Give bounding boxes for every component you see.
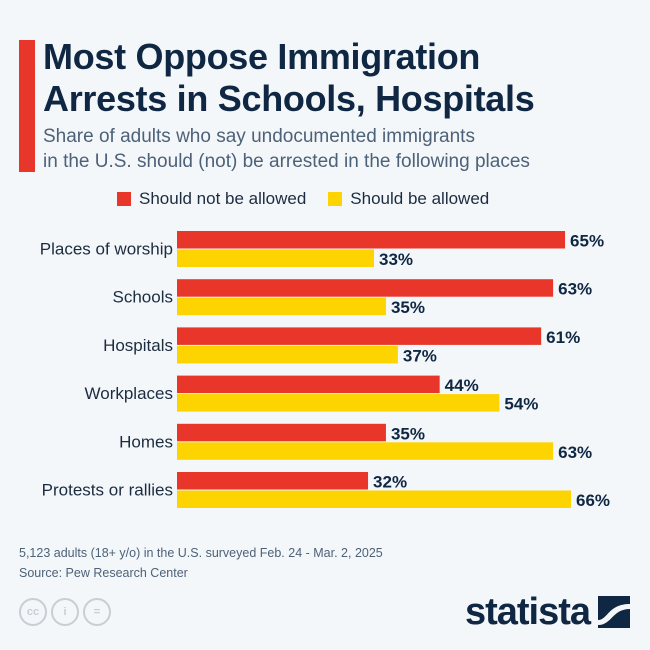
legend-label-should: Should be allowed — [350, 189, 490, 208]
bar-should-not — [177, 423, 386, 442]
legend-item-should-not: Should not be allowed — [117, 189, 306, 209]
bar-should-not — [177, 472, 369, 490]
source-note: Source: Pew Research Center — [19, 566, 188, 580]
bar-should — [177, 249, 375, 267]
legend-swatch-red — [117, 192, 131, 206]
title-accent-bar — [19, 40, 35, 172]
chart-subtitle-line-2: in the U.S. should (not) be arrested in … — [43, 151, 530, 172]
category-label: Places of worship — [40, 240, 173, 259]
data-label: 54% — [504, 395, 538, 414]
statista-wordmark: statista — [464, 591, 591, 633]
chart-subtitle-line-1: Share of adults who say undocumented imm… — [43, 126, 475, 147]
data-label: 65% — [570, 232, 604, 251]
cc-icon[interactable]: cc — [19, 598, 47, 626]
category-label: Homes — [119, 432, 173, 451]
no-derivatives-icon[interactable]: = — [83, 598, 111, 626]
data-label: 32% — [373, 473, 407, 492]
legend-swatch-yellow — [328, 192, 343, 206]
bar-should-not — [177, 279, 554, 297]
data-label: 35% — [391, 424, 425, 443]
chart-title-line-2: Arrests in Schools, Hospitals — [43, 78, 535, 119]
data-label: 61% — [546, 328, 580, 347]
license-icons: cc i = — [19, 598, 115, 626]
data-label: 63% — [558, 280, 592, 299]
data-label: 66% — [576, 491, 610, 510]
legend-label-should-not: Should not be allowed — [139, 189, 307, 208]
data-label: 63% — [558, 443, 592, 462]
category-label: Hospitals — [103, 336, 173, 355]
bar-should — [177, 297, 386, 316]
statista-logo-icon — [598, 596, 630, 628]
bar-should-not — [177, 231, 566, 249]
bar-should — [177, 345, 398, 364]
data-label: 35% — [391, 298, 425, 317]
footnotes: 5,123 adults (18+ y/o) in the U.S. surve… — [19, 543, 383, 583]
category-label: Workplaces — [85, 384, 174, 403]
survey-note: 5,123 adults (18+ y/o) in the U.S. surve… — [19, 546, 383, 560]
data-label: 44% — [445, 376, 479, 395]
data-label: 37% — [403, 346, 437, 365]
attribution-icon[interactable]: i — [51, 598, 79, 626]
bar-should — [177, 442, 554, 460]
chart-title: Most Oppose Immigration Arrests in Schoo… — [43, 36, 535, 120]
bar-should — [177, 490, 572, 508]
statista-logo[interactable]: statista — [465, 592, 630, 632]
bar-should — [177, 394, 500, 412]
chart-subtitle: Share of adults who say undocumented imm… — [43, 124, 530, 174]
chart-title-line-1: Most Oppose Immigration — [43, 36, 481, 77]
legend-item-should: Should be allowed — [328, 189, 489, 209]
category-label: Protests or rallies — [42, 481, 173, 500]
data-label: 33% — [379, 250, 413, 269]
bar-should-not — [177, 327, 542, 345]
legend: Should not be allowed Should be allowed — [117, 189, 511, 209]
bar-should-not — [177, 375, 440, 394]
category-label: Schools — [113, 288, 173, 307]
bar-chart: Places of worship 65% 33% Schools 63% 35% Hosp… — [40, 231, 610, 510]
